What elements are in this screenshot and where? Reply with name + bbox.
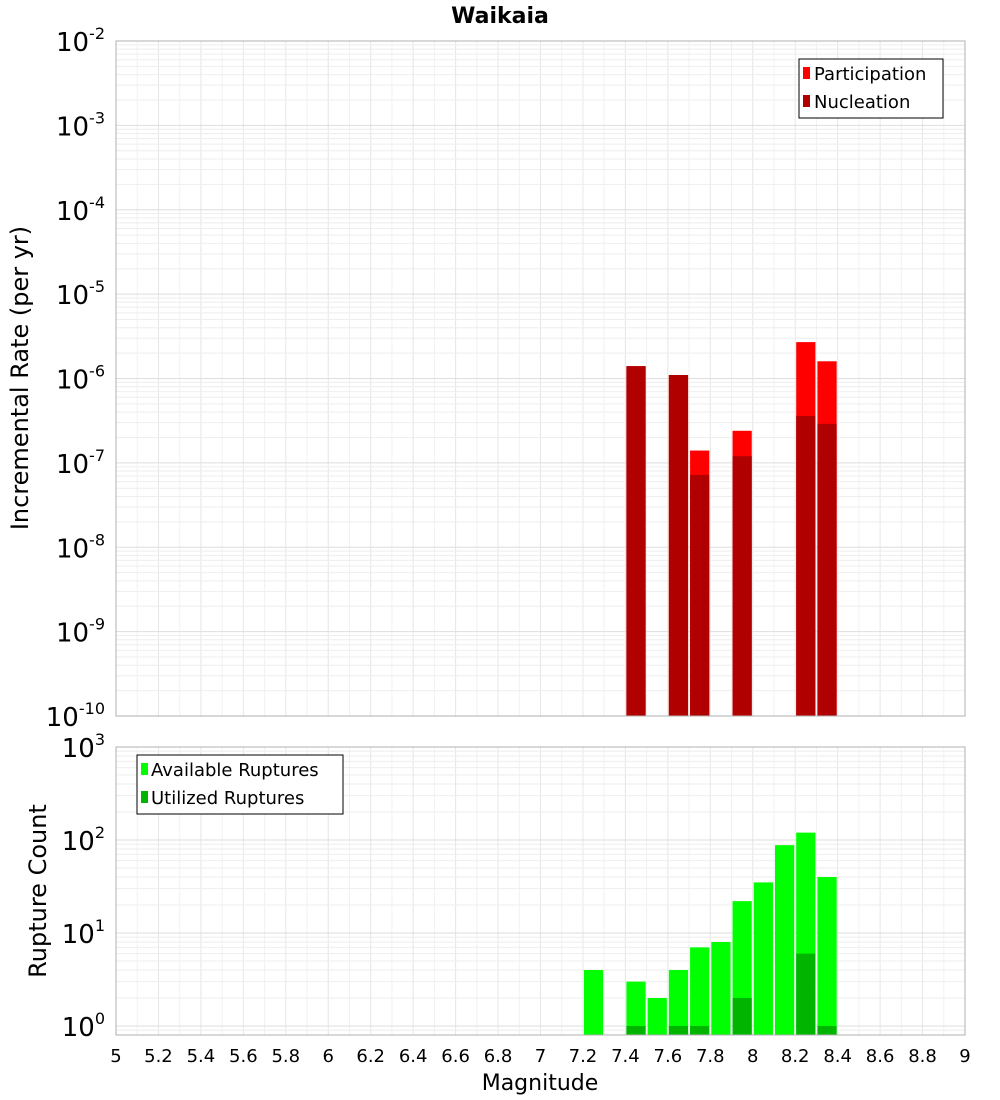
magnitude-x-tick-label: 5.4	[187, 1046, 216, 1067]
magnitude-x-tick-label: 8.2	[781, 1046, 810, 1067]
rate-legend: Participation Nucleation	[798, 58, 944, 119]
magnitude-x-axis-label: Magnitude	[482, 1071, 599, 1096]
count-panel: 100 101 102 103 5 5.2 5.4 5.6 5.8 6 6.2 6.4 6.6 6.8 7…	[24, 730, 971, 1096]
nucleation-swatch	[803, 95, 810, 107]
count-bar-available-ruptures	[668, 969, 689, 1035]
magnitude-x-ticks: 5 5.2 5.4 5.6 5.8 6 6.2 6.4 6.6 6.8 7 7.2 7.4 7.6 7.8 8…	[110, 1046, 970, 1067]
count-bar-utilized-ruptures	[817, 1025, 837, 1035]
rate-bars	[626, 342, 837, 716]
magnitude-x-tick-label: 5.2	[144, 1046, 173, 1067]
count-bar-utilized-ruptures	[668, 1025, 689, 1035]
magnitude-x-tick-label: 7	[535, 1046, 546, 1067]
count-bar-utilized-ruptures	[796, 953, 816, 1035]
utilized-legend-label: Utilized Ruptures	[151, 788, 304, 809]
rate-y-tick-label: 10-3	[56, 108, 105, 142]
count-bar-utilized-ruptures	[626, 1025, 646, 1035]
count-plot-frame	[115, 746, 966, 1036]
count-legend-box	[136, 754, 344, 815]
count-bar-available-ruptures	[817, 877, 837, 1035]
utilized-swatch	[141, 791, 148, 803]
rate-y-tick-label: 10-5	[56, 277, 105, 311]
rate-bar-nucleation	[817, 423, 837, 716]
rate-bar-nucleation	[732, 456, 752, 716]
magnitude-x-tick-label: 6.4	[399, 1046, 428, 1067]
count-bar-available-ruptures	[711, 942, 731, 1035]
count-bar-utilized-ruptures	[732, 997, 752, 1035]
magnitude-x-tick-label: 6.6	[441, 1046, 470, 1067]
rate-grid	[115, 40, 966, 717]
magnitude-x-tick-label: 7.6	[654, 1046, 683, 1067]
count-bar-available-ruptures	[626, 981, 646, 1035]
rate-panel: 10-10 10-9 10-8 10-7 10-6 10-5 10-4 10-3 10-2 In…	[6, 24, 966, 733]
magnitude-x-tick-label: 7.2	[569, 1046, 598, 1067]
magnitude-x-tick-label: 8.4	[823, 1046, 852, 1067]
count-legend: Available Ruptures Utilized Ruptures	[136, 754, 344, 815]
magnitude-x-tick-label: 7.4	[611, 1046, 640, 1067]
rate-y-tick-label: 10-10	[46, 699, 105, 733]
rate-bar-nucleation	[796, 415, 816, 716]
magnitude-x-tick-label: 6.2	[356, 1046, 385, 1067]
count-y-tick-label: 101	[62, 916, 105, 950]
count-bar-available-ruptures	[647, 997, 667, 1035]
magnitude-x-tick-label: 8	[747, 1046, 758, 1067]
count-bars	[583, 832, 837, 1035]
count-y-ticks: 100 101 102 103	[62, 730, 105, 1043]
rate-bar-nucleation	[668, 375, 689, 716]
count-bar-available-ruptures	[583, 969, 604, 1035]
magnitude-x-tick-label: 5	[110, 1046, 121, 1067]
available-swatch	[141, 763, 148, 775]
count-bar-available-ruptures	[774, 845, 795, 1035]
rate-legend-box	[798, 58, 944, 119]
nucleation-legend-label: Nucleation	[814, 92, 910, 113]
rate-y-tick-label: 10-9	[56, 615, 105, 649]
rate-y-tick-label: 10-4	[56, 193, 105, 227]
magnitude-x-tick-label: 6.8	[484, 1046, 513, 1067]
magnitude-x-tick-label: 5.8	[271, 1046, 300, 1067]
count-bar-utilized-ruptures	[690, 1025, 710, 1035]
rate-plot-frame	[115, 40, 966, 717]
magnitude-x-tick-label: 5.6	[229, 1046, 258, 1067]
available-legend-label: Available Ruptures	[151, 760, 319, 781]
count-bar-available-ruptures	[690, 947, 710, 1035]
participation-swatch	[803, 67, 810, 79]
rate-bar-nucleation	[690, 474, 710, 716]
rate-y-axis-label: Incremental Rate (per yr)	[6, 226, 34, 530]
rate-y-tick-label: 10-8	[56, 530, 105, 564]
count-y-tick-label: 100	[62, 1009, 105, 1043]
rate-y-tick-label: 10-7	[56, 446, 105, 480]
magnitude-x-tick-label: 6	[323, 1046, 334, 1067]
count-bar-available-ruptures	[753, 882, 773, 1035]
magnitude-x-tick-label: 8.6	[866, 1046, 895, 1067]
rate-bar-nucleation	[626, 366, 646, 716]
magnitude-x-tick-label: 8.8	[908, 1046, 937, 1067]
rate-y-tick-label: 10-6	[56, 362, 105, 396]
magnitude-x-tick-label: 7.8	[696, 1046, 725, 1067]
count-y-tick-label: 102	[62, 823, 105, 857]
count-y-tick-label: 103	[62, 730, 105, 764]
magnitude-x-tick-label: 9	[959, 1046, 970, 1067]
rate-y-tick-label: 10-2	[56, 24, 105, 58]
participation-legend-label: Participation	[814, 64, 926, 85]
count-y-axis-label: Rupture Count	[24, 804, 52, 978]
rate-y-ticks: 10-10 10-9 10-8 10-7 10-6 10-5 10-4 10-3 10-2	[46, 24, 105, 733]
chart-title: Waikaia	[451, 4, 549, 29]
